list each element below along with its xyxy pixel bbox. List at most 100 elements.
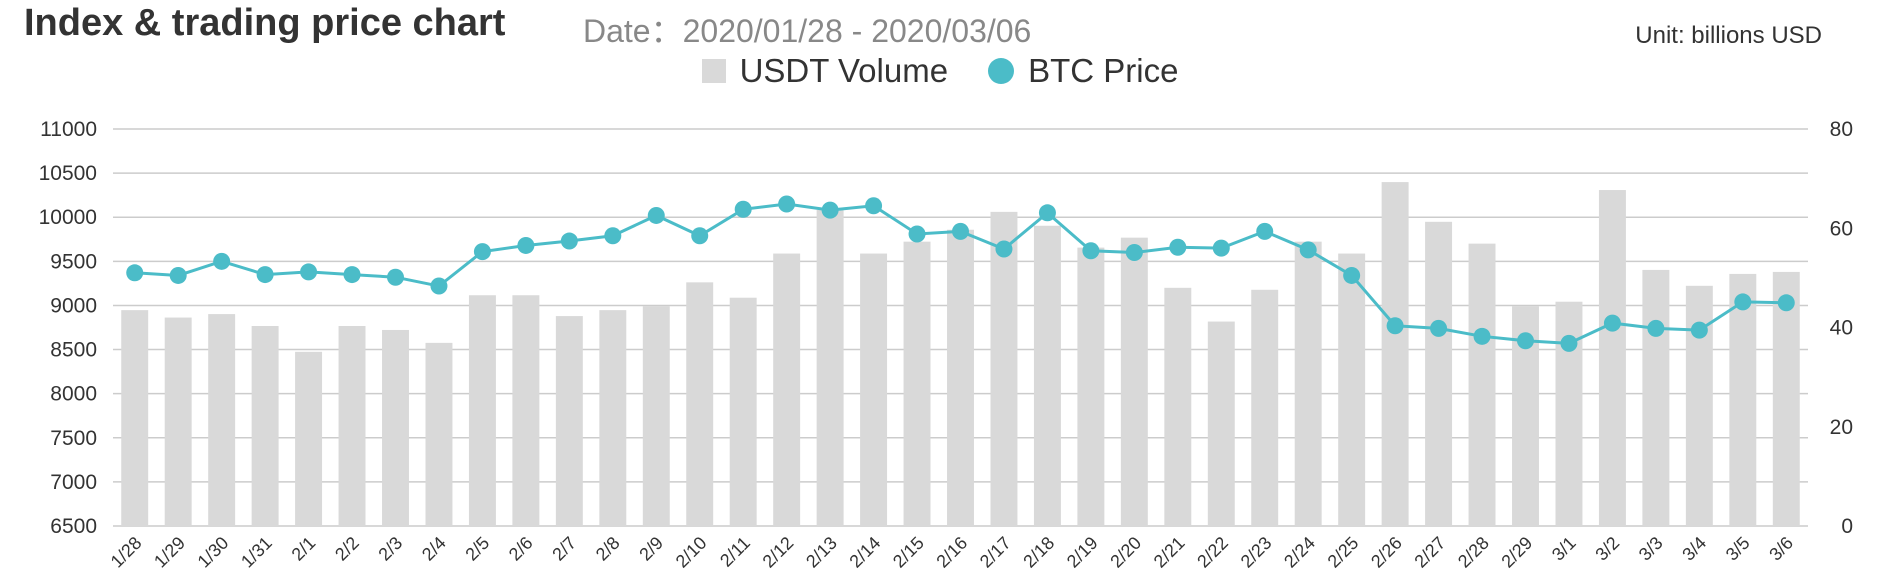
x-tick-label: 3/4 bbox=[1678, 533, 1710, 565]
legend: USDT Volume BTC Price bbox=[0, 52, 1880, 90]
x-tick-label: 3/1 bbox=[1548, 533, 1580, 565]
x-tick-label: 1/30 bbox=[194, 533, 233, 572]
x-tick-label: 2/15 bbox=[889, 533, 928, 572]
x-tick-label: 2/2 bbox=[331, 533, 363, 565]
btc-price-point bbox=[1299, 241, 1317, 259]
bar-usdt-volume bbox=[1598, 190, 1626, 526]
y-right-tick-label: 80 bbox=[1830, 118, 1853, 141]
btc-price-point bbox=[1647, 319, 1665, 337]
x-tick-label: 2/5 bbox=[461, 533, 493, 565]
y-right-tick-label: 0 bbox=[1841, 515, 1853, 538]
x-tick-label: 2/11 bbox=[716, 533, 754, 571]
bar-usdt-volume bbox=[555, 316, 583, 526]
bar-usdt-volume bbox=[729, 297, 757, 526]
y-right-tick-label: 20 bbox=[1830, 416, 1853, 439]
date-range: Date：2020/01/28 - 2020/03/06 bbox=[583, 13, 1032, 49]
btc-price-point bbox=[1125, 244, 1143, 262]
x-tick-label: 3/5 bbox=[1722, 533, 1754, 565]
bar-usdt-volume bbox=[1077, 247, 1105, 526]
bar-usdt-volume bbox=[1425, 221, 1453, 526]
y-left-tick-label: 10000 bbox=[39, 206, 97, 229]
btc-price-point bbox=[343, 266, 361, 284]
bar-usdt-volume bbox=[1207, 321, 1235, 526]
y-left-tick-label: 7500 bbox=[50, 427, 97, 450]
y-left-tick-label: 6500 bbox=[50, 515, 97, 538]
x-tick-label: 2/16 bbox=[932, 533, 971, 572]
legend-item-btc-price[interactable]: BTC Price bbox=[988, 52, 1178, 90]
x-tick-label: 2/7 bbox=[548, 533, 580, 565]
bar-usdt-volume bbox=[1772, 271, 1800, 526]
y-right-tick-label: 60 bbox=[1830, 217, 1853, 240]
btc-price-point bbox=[430, 277, 448, 295]
btc-price-point bbox=[1430, 319, 1448, 337]
btc-price-point bbox=[865, 197, 883, 215]
x-tick-label: 3/6 bbox=[1765, 533, 1797, 565]
x-tick-label: 2/22 bbox=[1193, 533, 1232, 572]
bar-usdt-volume bbox=[686, 282, 714, 526]
x-tick-label: 2/8 bbox=[592, 533, 624, 565]
x-tick-label: 2/10 bbox=[672, 533, 711, 572]
unit-label: Unit: billions USD bbox=[1635, 22, 1822, 49]
btc-price-point bbox=[473, 243, 491, 261]
x-tick-label: 3/2 bbox=[1591, 533, 1623, 565]
x-tick-label: 2/21 bbox=[1150, 533, 1189, 572]
x-tick-label: 1/31 bbox=[237, 533, 276, 572]
btc-price-point bbox=[734, 200, 752, 218]
btc-price-point bbox=[1560, 334, 1578, 352]
bar-usdt-volume bbox=[1120, 237, 1148, 526]
y-left-tick-label: 11000 bbox=[40, 118, 97, 141]
btc-price-point bbox=[908, 225, 926, 243]
x-tick-label: 2/17 bbox=[976, 533, 1015, 572]
btc-price-point bbox=[647, 206, 665, 224]
btc-price-point bbox=[1082, 242, 1100, 260]
bar-usdt-volume bbox=[251, 326, 279, 526]
y-left-tick-label: 8000 bbox=[50, 383, 97, 406]
x-tick-label: 2/9 bbox=[635, 533, 667, 565]
bar-usdt-volume bbox=[164, 317, 192, 526]
bar-usdt-volume bbox=[1468, 243, 1496, 527]
bar-usdt-volume bbox=[1251, 289, 1279, 526]
btc-price-point bbox=[1777, 294, 1795, 312]
btc-price-point bbox=[213, 252, 231, 270]
btc-price-point bbox=[256, 266, 274, 284]
btc-price-point bbox=[1212, 239, 1230, 257]
x-tick-label: 3/3 bbox=[1635, 533, 1667, 565]
btc-price-point bbox=[1343, 266, 1361, 284]
y-left-tick-label: 7000 bbox=[50, 471, 97, 494]
bar-usdt-volume bbox=[468, 295, 496, 526]
x-tick-label: 2/19 bbox=[1063, 533, 1102, 572]
btc-price-point bbox=[1690, 321, 1708, 339]
y-left-tick-label: 8500 bbox=[50, 339, 97, 362]
btc-price-point bbox=[691, 227, 709, 245]
x-tick-label: 2/1 bbox=[288, 533, 320, 565]
x-tick-label: 2/4 bbox=[418, 533, 450, 565]
x-tick-label: 2/24 bbox=[1280, 533, 1319, 572]
btc-price-point bbox=[1473, 327, 1491, 345]
btc-price-point bbox=[1256, 222, 1274, 240]
chart-title: Index & trading price chart bbox=[24, 2, 506, 44]
bar-usdt-volume bbox=[1294, 241, 1322, 526]
x-tick-label: 1/29 bbox=[150, 533, 189, 572]
bar-usdt-volume bbox=[338, 326, 366, 526]
x-tick-label: 2/20 bbox=[1106, 533, 1145, 572]
y-left-tick-label: 9500 bbox=[50, 250, 97, 273]
btc-price-point bbox=[778, 195, 796, 213]
btc-price-point bbox=[821, 201, 839, 219]
bar-usdt-volume bbox=[903, 241, 931, 526]
bar-usdt-volume bbox=[860, 253, 888, 526]
btc-price-point bbox=[995, 240, 1013, 258]
y-left-tick-label: 10500 bbox=[39, 162, 97, 185]
bar-usdt-volume bbox=[816, 209, 844, 527]
bar-usdt-volume bbox=[425, 342, 453, 526]
y-left-tick-label: 9000 bbox=[50, 294, 97, 317]
bar-usdt-volume bbox=[295, 351, 323, 526]
legend-item-usdt-volume[interactable]: USDT Volume bbox=[701, 52, 948, 90]
btc-price-point bbox=[517, 236, 535, 254]
bar-usdt-volume bbox=[382, 329, 409, 526]
x-tick-label: 2/29 bbox=[1497, 533, 1536, 572]
legend-label-btc-price: BTC Price bbox=[1028, 52, 1179, 89]
bar-usdt-volume bbox=[599, 310, 627, 526]
btc-price-point bbox=[952, 222, 969, 240]
bar-usdt-volume bbox=[121, 310, 149, 526]
btc-price-point bbox=[560, 232, 578, 250]
